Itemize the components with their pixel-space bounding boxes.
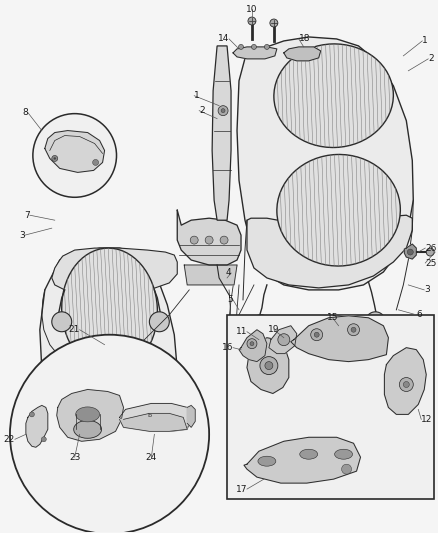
- Text: 25: 25: [425, 259, 437, 268]
- Circle shape: [221, 109, 225, 112]
- Ellipse shape: [300, 449, 318, 459]
- Circle shape: [41, 437, 46, 442]
- Circle shape: [247, 338, 257, 349]
- Ellipse shape: [80, 361, 155, 437]
- Text: 21: 21: [68, 325, 80, 334]
- Text: 6: 6: [416, 310, 422, 319]
- Text: 2: 2: [428, 54, 434, 63]
- Circle shape: [399, 377, 413, 391]
- Ellipse shape: [258, 456, 276, 466]
- Circle shape: [342, 464, 352, 474]
- Text: 12: 12: [421, 415, 433, 424]
- Text: 3: 3: [424, 285, 430, 294]
- Text: 26: 26: [425, 244, 437, 253]
- Polygon shape: [233, 47, 277, 59]
- Polygon shape: [187, 406, 195, 427]
- Polygon shape: [40, 248, 177, 452]
- Circle shape: [426, 248, 434, 256]
- Polygon shape: [120, 414, 187, 431]
- Circle shape: [278, 334, 290, 346]
- Text: 16: 16: [222, 343, 233, 352]
- Circle shape: [348, 324, 360, 336]
- Polygon shape: [244, 437, 360, 483]
- Ellipse shape: [76, 407, 99, 422]
- Polygon shape: [247, 215, 412, 288]
- Text: 24: 24: [146, 453, 157, 462]
- Circle shape: [311, 329, 323, 341]
- Circle shape: [250, 342, 254, 346]
- Polygon shape: [120, 403, 191, 431]
- Text: 1: 1: [194, 91, 200, 100]
- Text: 15: 15: [327, 313, 339, 322]
- Circle shape: [33, 114, 117, 197]
- Ellipse shape: [62, 248, 157, 372]
- Ellipse shape: [277, 155, 400, 266]
- Circle shape: [218, 106, 228, 116]
- Polygon shape: [184, 265, 237, 285]
- Text: 18: 18: [299, 35, 310, 44]
- Polygon shape: [57, 390, 124, 441]
- Text: 5: 5: [227, 295, 233, 304]
- Circle shape: [251, 44, 256, 50]
- Polygon shape: [269, 326, 297, 353]
- Circle shape: [314, 332, 319, 337]
- Text: 22: 22: [4, 435, 15, 444]
- Circle shape: [265, 44, 269, 50]
- Circle shape: [265, 361, 273, 369]
- Polygon shape: [26, 406, 48, 447]
- Polygon shape: [52, 248, 177, 295]
- Text: 23: 23: [69, 453, 81, 462]
- Text: 8: 8: [22, 108, 28, 117]
- Polygon shape: [212, 46, 231, 220]
- Circle shape: [220, 236, 228, 244]
- Text: 11: 11: [236, 327, 247, 336]
- Text: 19: 19: [268, 325, 279, 334]
- Circle shape: [190, 236, 198, 244]
- Text: b: b: [147, 413, 152, 418]
- Polygon shape: [177, 210, 241, 265]
- Polygon shape: [45, 131, 105, 172]
- Circle shape: [10, 335, 209, 533]
- Polygon shape: [404, 244, 416, 259]
- Text: 17: 17: [236, 484, 247, 494]
- Polygon shape: [385, 348, 426, 414]
- Circle shape: [403, 382, 409, 387]
- Circle shape: [149, 312, 170, 332]
- Circle shape: [239, 44, 244, 50]
- Polygon shape: [237, 37, 413, 290]
- Polygon shape: [291, 316, 389, 361]
- Circle shape: [52, 156, 58, 161]
- Text: 7: 7: [24, 211, 30, 220]
- Text: 2: 2: [199, 106, 205, 115]
- Polygon shape: [239, 330, 267, 361]
- Circle shape: [52, 312, 72, 332]
- Circle shape: [248, 17, 256, 25]
- Circle shape: [270, 19, 278, 27]
- Circle shape: [53, 157, 56, 160]
- Circle shape: [260, 357, 278, 375]
- Text: 14: 14: [218, 35, 229, 44]
- Text: 4: 4: [226, 269, 231, 278]
- Ellipse shape: [274, 44, 393, 148]
- Polygon shape: [247, 338, 289, 393]
- Ellipse shape: [74, 421, 102, 438]
- Bar: [227, 315, 434, 499]
- Circle shape: [251, 315, 271, 335]
- Text: 10: 10: [246, 5, 258, 13]
- Text: 1: 1: [422, 36, 428, 45]
- Circle shape: [205, 236, 213, 244]
- Polygon shape: [284, 47, 321, 61]
- Circle shape: [365, 312, 385, 332]
- Ellipse shape: [335, 449, 353, 459]
- Circle shape: [29, 412, 34, 417]
- Text: 3: 3: [19, 231, 25, 240]
- Circle shape: [92, 159, 99, 165]
- Circle shape: [351, 327, 356, 332]
- Circle shape: [407, 249, 413, 255]
